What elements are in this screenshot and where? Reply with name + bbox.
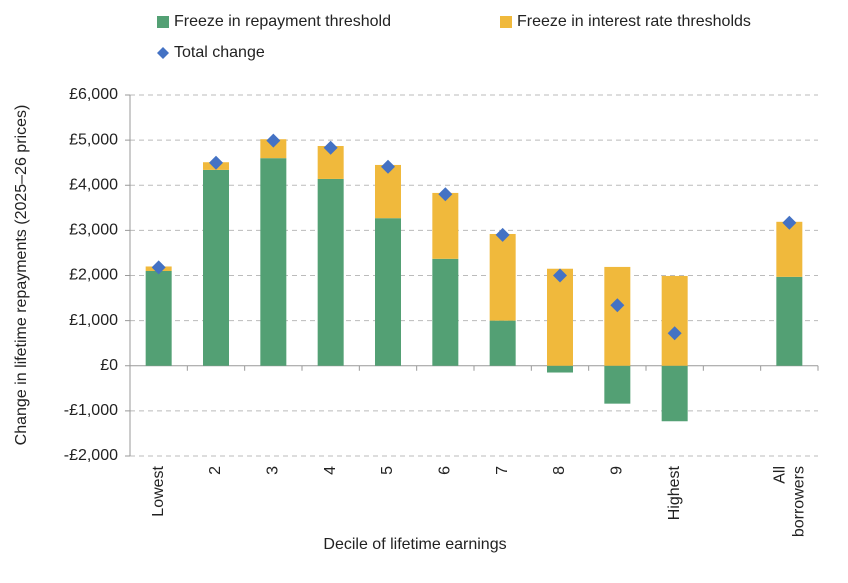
x-tick-label: 3 [265, 466, 282, 475]
bar-segment [317, 178, 344, 366]
total-marker [438, 187, 453, 202]
bar-segment [260, 158, 287, 366]
y-tick-label: £1,000 [69, 312, 118, 329]
total-marker [381, 159, 395, 174]
y-axis-title: Change in lifetime repayments (2025–26 p… [13, 105, 30, 446]
bar-segment [375, 164, 401, 219]
total-marker [323, 140, 338, 155]
total-marker [151, 260, 166, 275]
bar-segment [203, 169, 229, 366]
y-tick-label: -£2,000 [64, 447, 118, 464]
bar-segment [604, 266, 631, 366]
bar-segment [432, 258, 459, 366]
legend-label: Total change [174, 44, 265, 61]
x-axis-title: Decile of lifetime earnings [323, 536, 506, 553]
bar-segment [145, 270, 172, 366]
bar-segment [547, 365, 573, 373]
y-tick-label: -£1,000 [64, 402, 118, 419]
bar-segment [489, 320, 516, 366]
total-marker [610, 298, 625, 313]
bar-segment [432, 192, 459, 259]
x-tick-label: Highest [666, 465, 683, 520]
legend-marker [157, 47, 169, 59]
bar-segment [489, 233, 516, 321]
y-tick-label: £6,000 [69, 86, 118, 103]
total-marker [667, 326, 682, 341]
legend-label: Freeze in repayment threshold [174, 13, 391, 30]
bar-segment [776, 221, 803, 277]
total-marker [209, 155, 223, 170]
bar-segment [375, 218, 401, 366]
x-tick-label: Lowest [150, 465, 167, 516]
y-tick-label: £0 [100, 357, 118, 374]
total-marker [782, 215, 797, 230]
legend-label: Freeze in interest rate thresholds [517, 13, 751, 30]
total-marker [553, 268, 567, 283]
x-tick-label: 2 [207, 466, 224, 475]
bar-segment [776, 276, 803, 366]
y-tick-label: £2,000 [69, 267, 118, 284]
y-tick-label: £4,000 [69, 176, 118, 193]
x-tick-label: 4 [322, 466, 339, 475]
x-tick-label: All borrowers [772, 466, 808, 537]
x-tick-label: 5 [379, 466, 396, 475]
bar-segment [260, 139, 287, 159]
y-tick-label: £5,000 [69, 131, 118, 148]
total-marker [495, 227, 510, 242]
bar-segment [661, 275, 688, 366]
legend-swatch [157, 16, 169, 28]
total-marker [266, 133, 281, 148]
x-tick-label: 7 [494, 466, 511, 475]
x-tick-label: 6 [437, 466, 454, 475]
legend-swatch [500, 16, 512, 28]
bar-segment [661, 365, 688, 422]
bar-segment [547, 268, 573, 366]
y-tick-label: £3,000 [69, 222, 118, 239]
x-tick-label: 9 [609, 466, 626, 475]
x-tick-label: 8 [551, 466, 568, 475]
bar-segment [604, 365, 631, 404]
